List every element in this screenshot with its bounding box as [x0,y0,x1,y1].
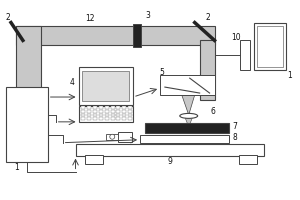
Bar [99,106,103,109]
Bar [93,117,97,120]
Text: 2: 2 [205,13,210,22]
Bar [116,114,121,116]
Text: 3: 3 [146,11,151,20]
Text: 6: 6 [210,107,215,116]
Bar [85,155,103,164]
Bar [122,117,126,120]
Bar [82,71,129,101]
Bar [93,106,97,109]
Bar [76,144,264,156]
Bar [87,117,91,120]
Bar [82,117,86,120]
Polygon shape [185,117,193,127]
Text: 12: 12 [86,14,95,23]
Bar [82,106,86,109]
Bar [254,23,286,70]
Bar [87,114,91,116]
Bar [105,110,109,113]
Bar [240,40,250,70]
Bar [105,114,109,116]
Bar [111,110,115,113]
Bar [99,117,103,120]
Bar [87,106,91,109]
Bar [122,106,126,109]
Bar [82,114,86,116]
Bar [105,106,109,109]
Bar [16,26,41,120]
Text: 4: 4 [70,78,75,87]
Bar [79,106,133,122]
Bar [93,114,97,116]
Bar [133,24,141,47]
Bar [79,67,133,105]
Bar [239,155,257,164]
Bar [106,134,118,140]
Bar [118,132,132,142]
Bar [6,87,48,162]
Text: 10: 10 [232,33,241,42]
Bar [257,26,283,67]
Text: 1: 1 [288,71,292,80]
Bar [128,114,132,116]
Bar [122,110,126,113]
Bar [82,110,86,113]
Bar [105,117,109,120]
Bar [160,75,214,95]
Text: 8: 8 [232,133,237,142]
Bar [111,106,115,109]
Bar [128,117,132,120]
Text: 1: 1 [15,163,19,172]
Bar [128,110,132,113]
Bar [145,123,230,133]
Bar [111,114,115,116]
Ellipse shape [110,134,115,139]
Bar [200,40,214,100]
Bar [116,106,121,109]
Bar [93,110,97,113]
Ellipse shape [180,113,198,118]
Text: 2: 2 [6,13,10,22]
Bar [99,110,103,113]
Bar [99,114,103,116]
Text: 7: 7 [232,122,237,131]
Bar [116,110,121,113]
Polygon shape [182,95,195,115]
Text: 9: 9 [167,157,172,166]
Bar [122,114,126,116]
Text: 5: 5 [160,68,164,77]
Bar [87,110,91,113]
Bar [140,135,230,143]
Bar [116,117,121,120]
Bar [111,117,115,120]
Bar [16,26,214,45]
Bar [128,106,132,109]
